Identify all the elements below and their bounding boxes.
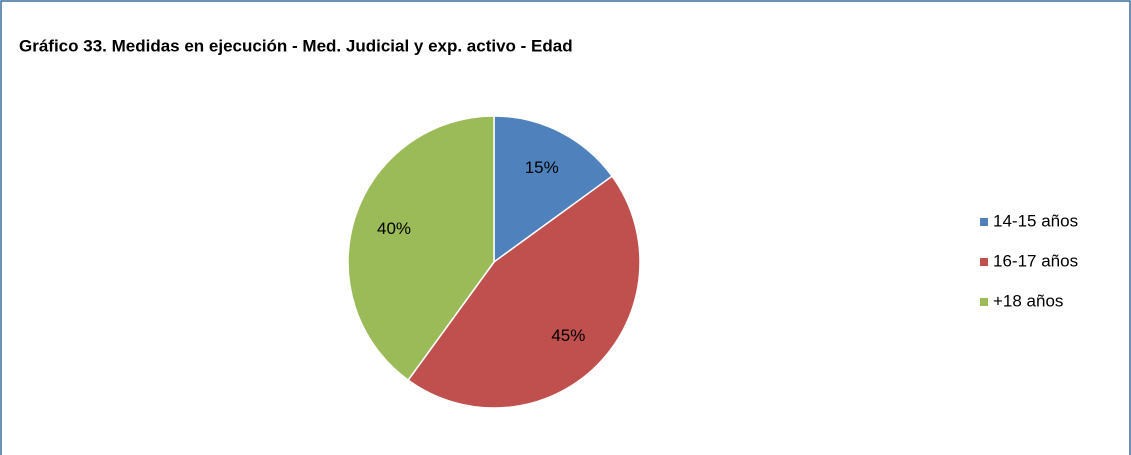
legend-swatch — [980, 218, 988, 226]
pie-slice — [493, 115, 614, 264]
legend-swatch — [980, 258, 988, 266]
data-label: 45% — [551, 326, 585, 345]
legend-label: 14-15 años — [993, 211, 1078, 230]
pie-slice — [407, 175, 641, 409]
chart-title: Gráfico 33. Medidas en ejecución - Med. … — [19, 36, 573, 55]
data-label: 15% — [525, 158, 559, 177]
legend-label: +18 años — [993, 291, 1063, 310]
data-label: 40% — [377, 219, 411, 238]
legend-label: 16-17 años — [993, 251, 1078, 270]
legend-swatch — [980, 298, 988, 306]
pie-slice — [347, 115, 495, 382]
